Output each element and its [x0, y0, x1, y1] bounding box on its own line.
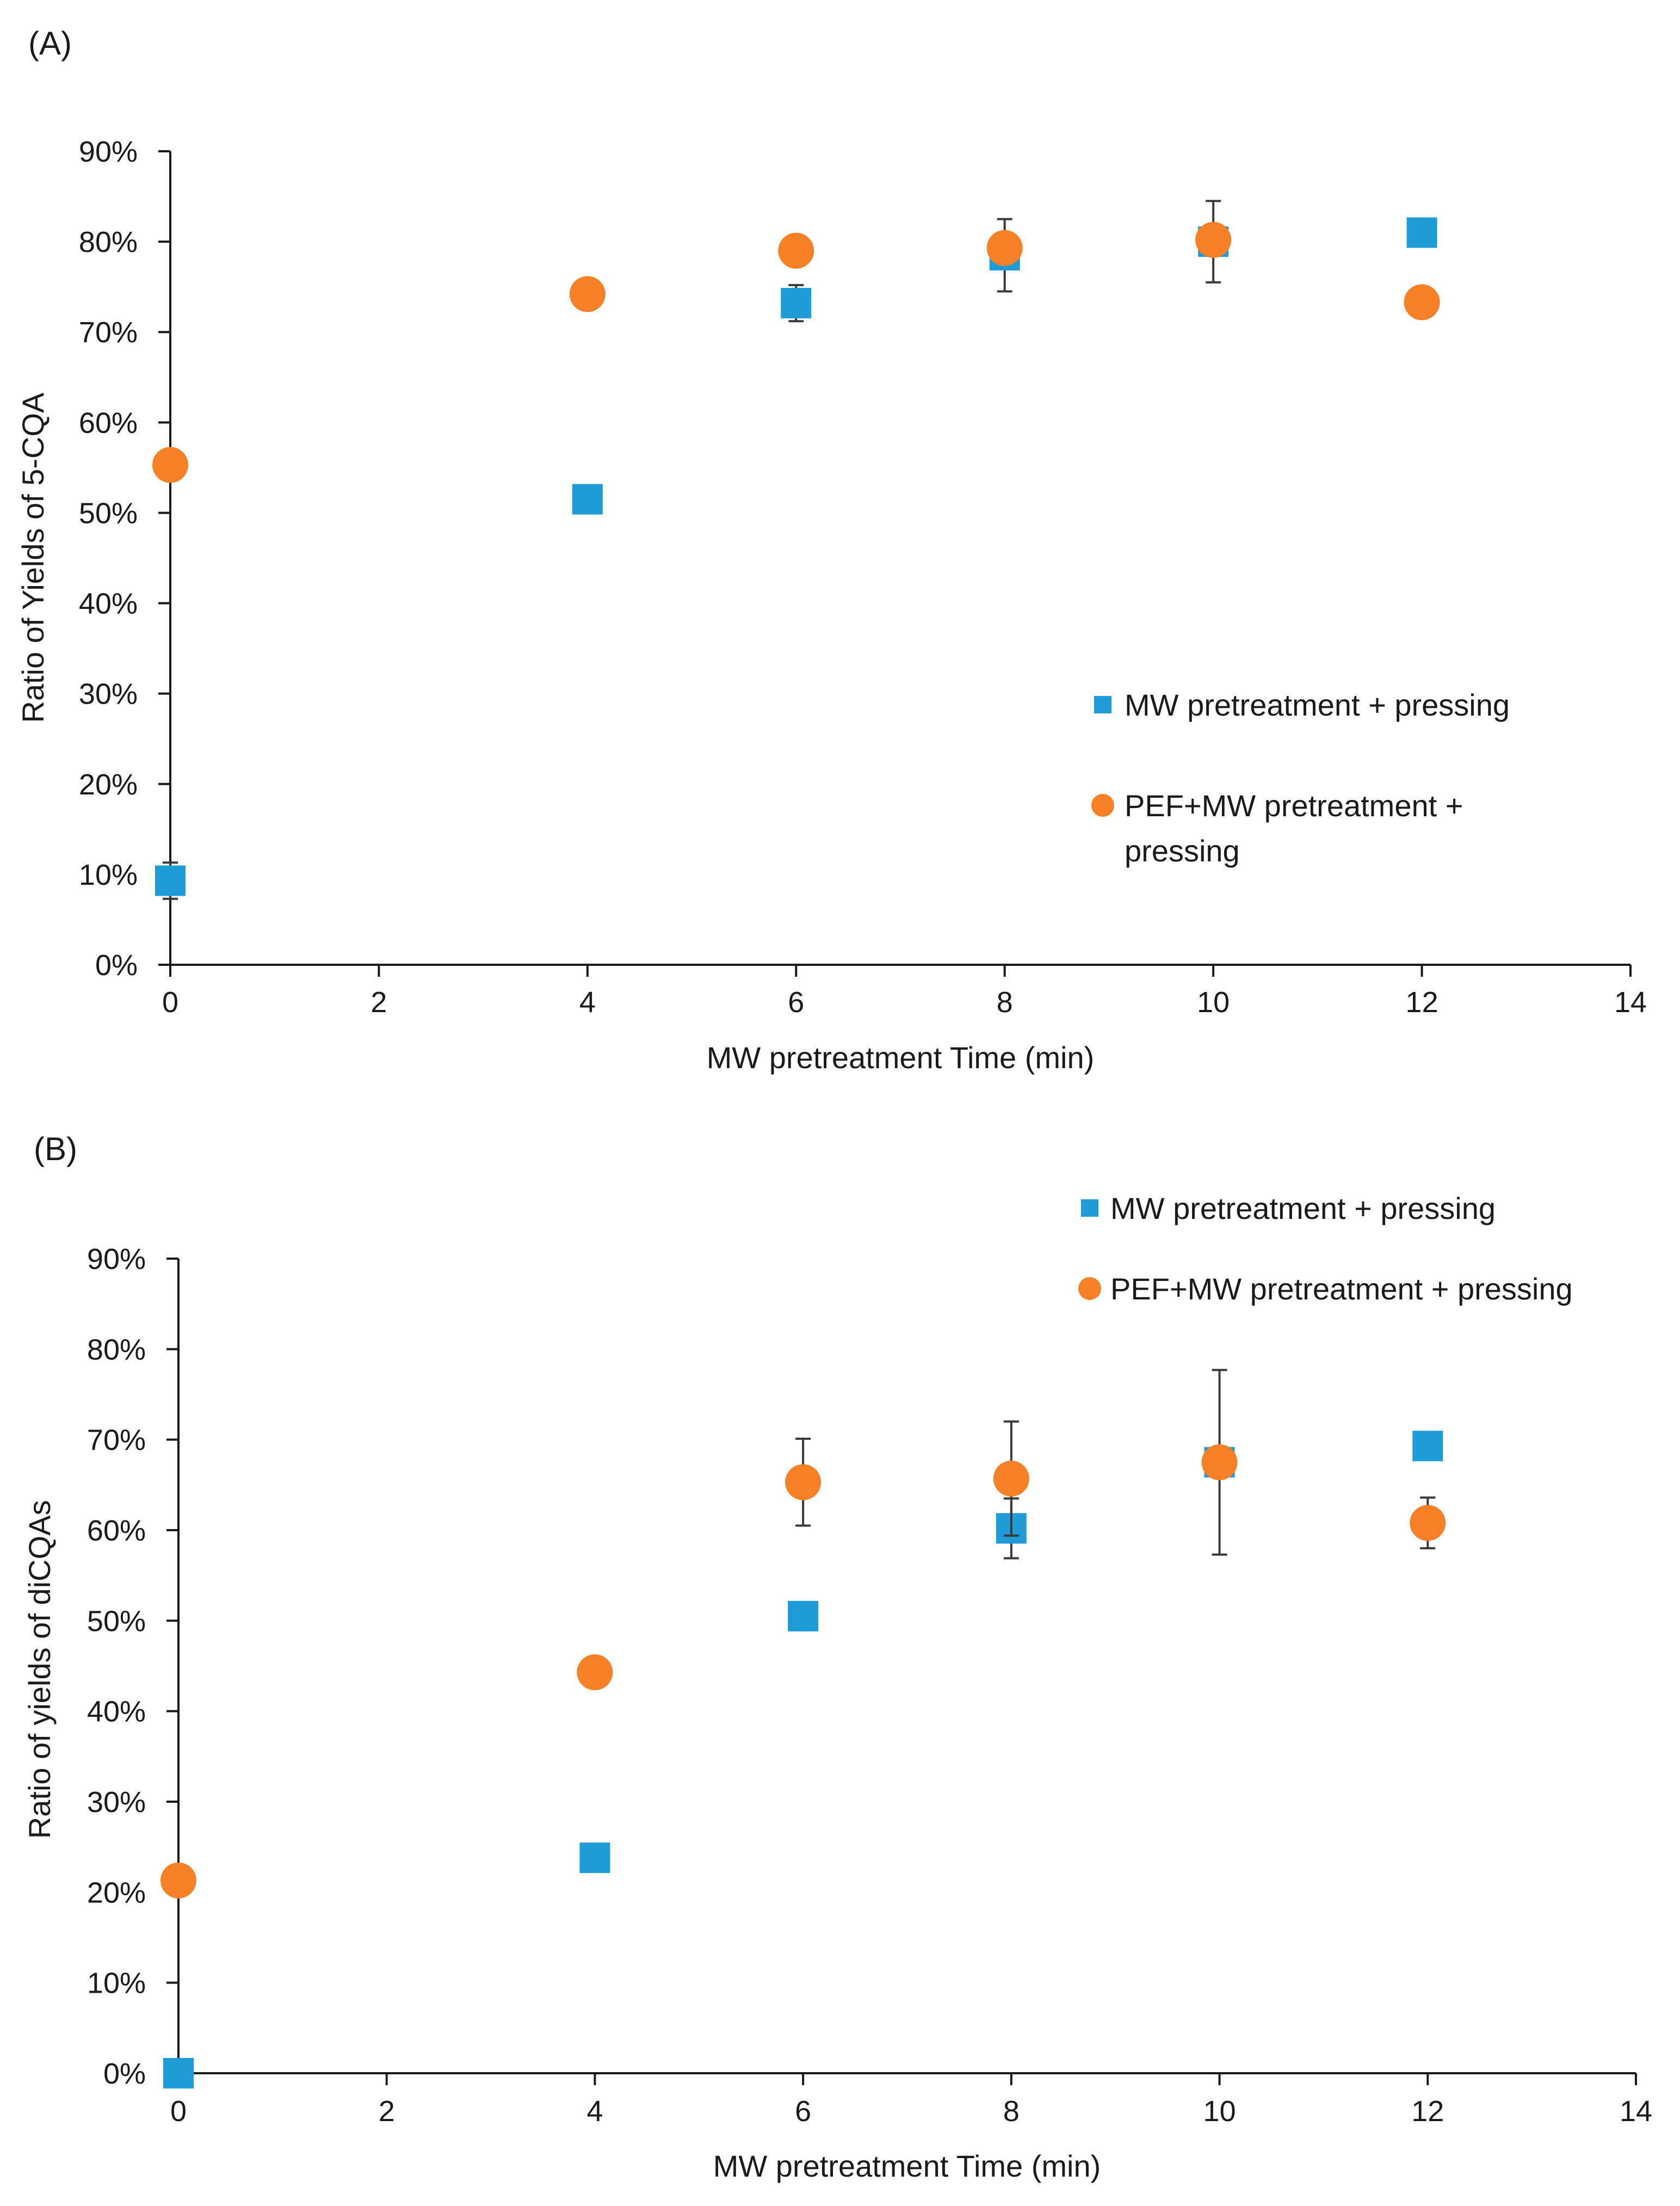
- y-tick-label: 80%: [87, 1333, 146, 1366]
- y-tick-label: 60%: [79, 406, 138, 439]
- x-tick-label: 14: [1614, 986, 1647, 1019]
- data-point-square: [163, 2058, 194, 2088]
- data-point-square: [1412, 1431, 1443, 1462]
- data-point-circle: [1195, 221, 1232, 258]
- x-axis-title: MW pretreatment Time (min): [713, 2149, 1101, 2183]
- y-tick-label: 30%: [79, 678, 138, 711]
- x-tick-label: 14: [1620, 2095, 1652, 2128]
- x-tick-label: 2: [370, 986, 387, 1019]
- legend-marker-square: [1094, 696, 1111, 713]
- chart-panel-b: (B) 0% 10% 20% 30% 40% 50% 60% 70% 80% 90% 0 2 4 6 8 10 1…: [22, 1131, 1652, 2183]
- y-tick-label: 50%: [79, 497, 138, 529]
- data-point-circle: [160, 1862, 196, 1899]
- data-point-square: [1406, 217, 1437, 248]
- y-tick-label: 90%: [79, 135, 138, 168]
- x-tick-label: 6: [795, 2095, 811, 2128]
- legend-marker-circle: [1091, 794, 1114, 817]
- y-tick-label: 30%: [87, 1786, 146, 1819]
- data-point-square: [579, 1843, 610, 1874]
- y-tick-label: 40%: [87, 1696, 146, 1728]
- y-tick-label: 20%: [79, 768, 138, 801]
- legend-label: PEF+MW pretreatment +: [1125, 788, 1463, 823]
- chart-panel-a: (A) 0% 10% 20% 30% 40% 50% 60% 70% 80% 90% 0 2 4 6 8 10 1…: [16, 25, 1647, 1075]
- data-point-circle: [778, 232, 814, 269]
- legend-label: PEF+MW pretreatment + pressing: [1110, 1272, 1573, 1306]
- data-point-square: [788, 1601, 819, 1632]
- data-point-circle: [986, 230, 1023, 266]
- y-tick-label: 70%: [87, 1424, 146, 1457]
- y-tick-label: 20%: [87, 1876, 146, 1909]
- y-tick-label: 0%: [95, 949, 138, 982]
- y-tick-label: 70%: [79, 316, 138, 349]
- data-point-circle: [1404, 284, 1440, 321]
- x-tick-label: 4: [579, 986, 596, 1019]
- panel-label: (A): [28, 25, 72, 61]
- x-tick-label: 8: [1003, 2095, 1020, 2128]
- data-point-circle: [152, 447, 188, 483]
- x-tick-label: 8: [997, 986, 1013, 1019]
- legend-label: MW pretreatment + pressing: [1125, 688, 1510, 722]
- data-point-circle: [1410, 1505, 1446, 1541]
- x-tick-label: 0: [170, 2095, 187, 2128]
- x-tick-label: 12: [1411, 2095, 1444, 2128]
- data-point-circle: [993, 1461, 1029, 1497]
- panel-label: (B): [34, 1131, 77, 1167]
- y-tick-label: 60%: [87, 1514, 146, 1547]
- data-point-square: [781, 288, 812, 319]
- data-point-square: [572, 484, 603, 515]
- x-tick-label: 0: [162, 986, 178, 1019]
- y-tick-label: 10%: [79, 859, 138, 891]
- y-tick-label: 50%: [87, 1605, 146, 1637]
- data-point-circle: [1201, 1444, 1238, 1481]
- legend-label: MW pretreatment + pressing: [1110, 1191, 1496, 1225]
- x-tick-label: 2: [379, 2095, 395, 2128]
- y-tick-label: 40%: [79, 588, 138, 620]
- x-tick-label: 10: [1203, 2095, 1236, 2128]
- data-point-circle: [569, 276, 606, 312]
- y-tick-label: 0%: [103, 2057, 146, 2090]
- x-tick-label: 4: [586, 2095, 603, 2128]
- y-tick-label: 80%: [79, 226, 138, 258]
- y-tick-label: 90%: [87, 1243, 146, 1275]
- data-point-circle: [577, 1654, 613, 1691]
- data-point-square: [155, 865, 186, 896]
- x-axis-title: MW pretreatment Time (min): [707, 1040, 1095, 1075]
- y-axis-title: Ratio of Yields of 5-CQA: [16, 392, 50, 723]
- x-tick-label: 12: [1406, 986, 1438, 1019]
- x-tick-label: 6: [788, 986, 804, 1019]
- legend-marker-square: [1081, 1199, 1098, 1217]
- legend-label: pressing: [1125, 834, 1240, 868]
- data-point-circle: [785, 1464, 822, 1500]
- legend-marker-circle: [1078, 1277, 1101, 1300]
- y-tick-label: 10%: [87, 1967, 146, 2000]
- x-tick-label: 10: [1197, 986, 1230, 1019]
- y-axis-title: Ratio of yields of diCQAs: [22, 1500, 57, 1839]
